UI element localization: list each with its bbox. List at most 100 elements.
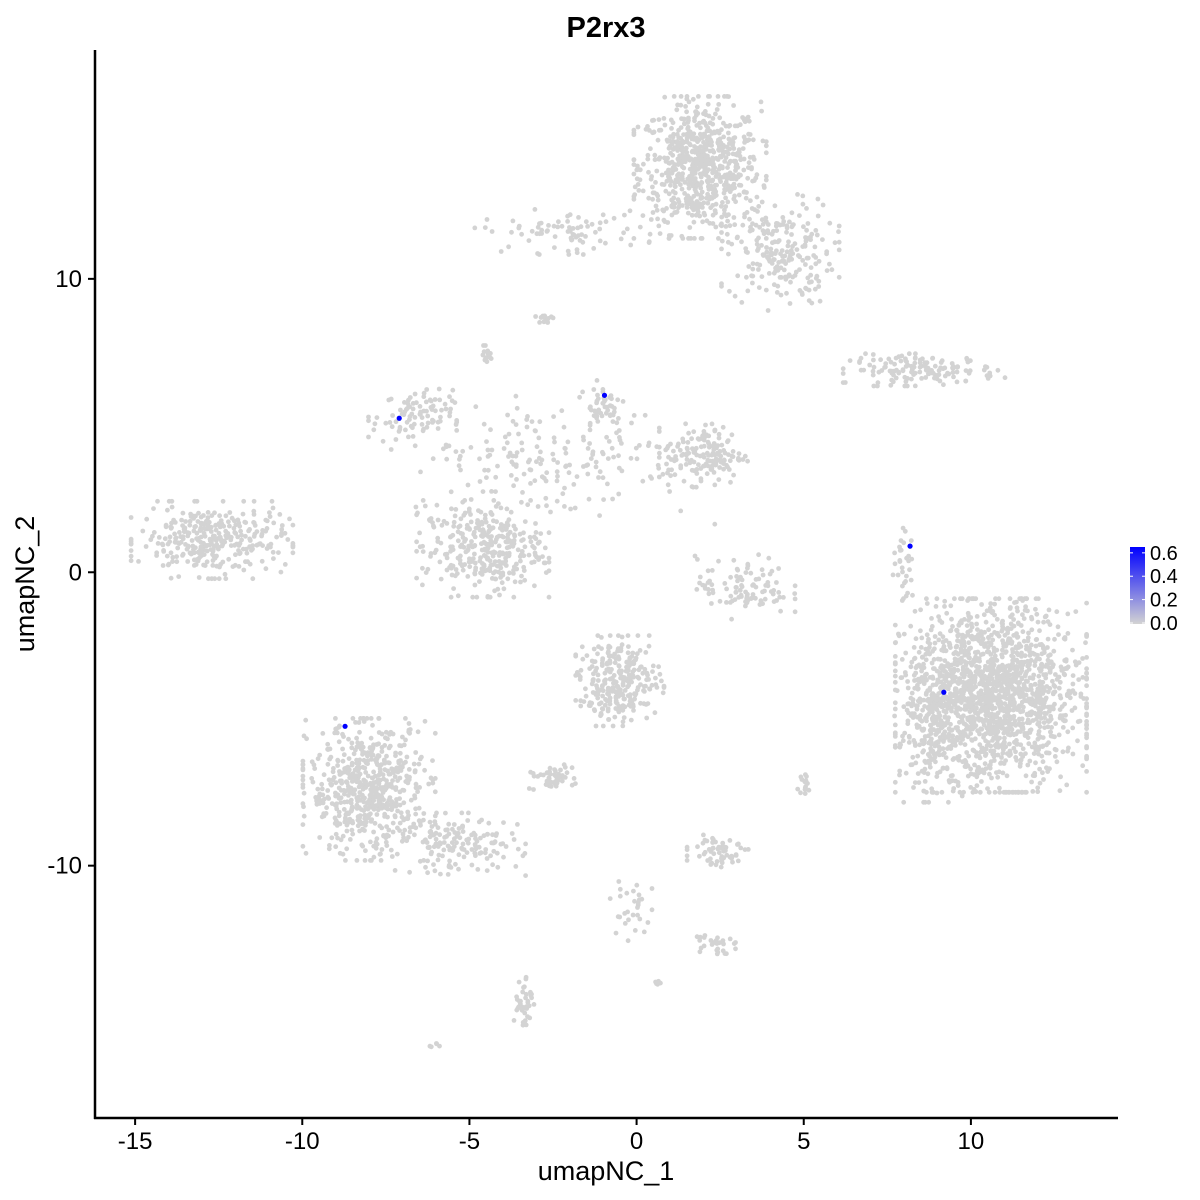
- cell-point: [317, 752, 323, 758]
- cell-point: [903, 672, 909, 678]
- cell-point: [503, 539, 509, 545]
- cell-point: [353, 767, 358, 773]
- cell-point: [779, 258, 785, 264]
- cell-point: [920, 707, 925, 713]
- cell-point: [952, 596, 957, 602]
- cell-point: [1006, 789, 1011, 795]
- cell-point: [1025, 735, 1031, 741]
- cell-point: [596, 475, 601, 480]
- cell-point: [677, 154, 683, 160]
- cell-point: [300, 782, 306, 787]
- cell-point: [756, 204, 762, 209]
- cell-point: [923, 657, 929, 663]
- cell-point: [333, 716, 338, 721]
- cell-point: [654, 168, 660, 174]
- cell-point: [414, 512, 419, 518]
- cell-point: [325, 761, 331, 767]
- cell-point: [932, 634, 938, 639]
- cell-point: [435, 419, 441, 425]
- cell-point: [939, 358, 945, 364]
- cell-point: [792, 583, 798, 589]
- cell-point: [1080, 763, 1086, 769]
- cell-point: [763, 177, 769, 183]
- cell-point: [956, 757, 962, 763]
- cell-point: [765, 222, 771, 227]
- cell-point: [150, 533, 155, 539]
- cell-point: [936, 637, 942, 643]
- cell-point: [480, 489, 486, 494]
- cell-point: [910, 592, 915, 598]
- cell-point: [366, 434, 371, 440]
- cell-point: [792, 596, 798, 602]
- cell-point: [290, 550, 296, 556]
- cell-point: [629, 420, 634, 426]
- cell-point: [212, 576, 218, 582]
- cell-point: [1072, 705, 1078, 711]
- cell-point: [908, 577, 914, 583]
- cell-point: [347, 816, 353, 822]
- cell-point: [761, 252, 767, 258]
- cell-point: [616, 416, 621, 421]
- cell-point: [907, 567, 912, 573]
- cell-point: [913, 636, 919, 642]
- cell-point: [923, 375, 929, 380]
- cell-point: [536, 435, 542, 441]
- cell-point: [538, 220, 544, 226]
- cell-point: [917, 717, 923, 722]
- cell-point: [333, 780, 339, 786]
- cell-point: [681, 478, 687, 484]
- cell-point: [912, 356, 918, 361]
- cell-point: [776, 566, 781, 571]
- cell-point: [924, 596, 929, 602]
- cell-point: [951, 786, 957, 791]
- cell-point: [755, 209, 760, 214]
- cell-point: [175, 545, 181, 551]
- cell-point: [987, 729, 993, 735]
- cell-point: [371, 829, 376, 835]
- cell-point: [180, 510, 186, 516]
- cell-point: [710, 221, 716, 226]
- cell-point: [763, 287, 769, 293]
- cell-point: [411, 761, 417, 767]
- cell-point: [978, 726, 984, 732]
- cell-point: [696, 94, 701, 99]
- cell-point: [987, 763, 992, 769]
- cell-point: [678, 463, 684, 469]
- cell-point: [348, 808, 354, 814]
- cell-point: [1083, 640, 1088, 646]
- cell-point: [365, 761, 370, 767]
- cell-point: [370, 781, 376, 787]
- cell-point: [489, 534, 494, 539]
- cell-point: [428, 398, 434, 404]
- cell-point: [680, 171, 685, 177]
- cell-point: [205, 510, 211, 515]
- cell-point: [329, 782, 334, 788]
- cell-point: [655, 462, 661, 468]
- cell-point: [579, 232, 584, 238]
- cell-point: [771, 257, 776, 262]
- cell-point: [792, 241, 798, 247]
- cell-point: [425, 870, 430, 876]
- cell-point: [740, 457, 746, 462]
- cell-point: [903, 579, 908, 584]
- cell-point: [1038, 680, 1043, 686]
- cell-point: [650, 118, 655, 123]
- cell-point: [181, 529, 187, 535]
- cell-point: [685, 210, 691, 216]
- cell-point: [301, 813, 307, 819]
- cell-point: [432, 868, 438, 874]
- cell-point: [707, 94, 712, 99]
- cell-point: [668, 473, 673, 479]
- cell-point: [631, 413, 637, 418]
- cell-point: [350, 831, 356, 837]
- cell-point: [1033, 643, 1039, 649]
- cell-point: [974, 783, 980, 788]
- cell-point: [715, 94, 721, 99]
- cell-point: [460, 567, 466, 573]
- cell-point: [778, 265, 784, 271]
- cell-point: [744, 210, 750, 215]
- cell-point: [633, 445, 639, 451]
- cell-point: [372, 421, 378, 427]
- cell-point: [942, 604, 947, 609]
- cell-point: [1021, 704, 1026, 710]
